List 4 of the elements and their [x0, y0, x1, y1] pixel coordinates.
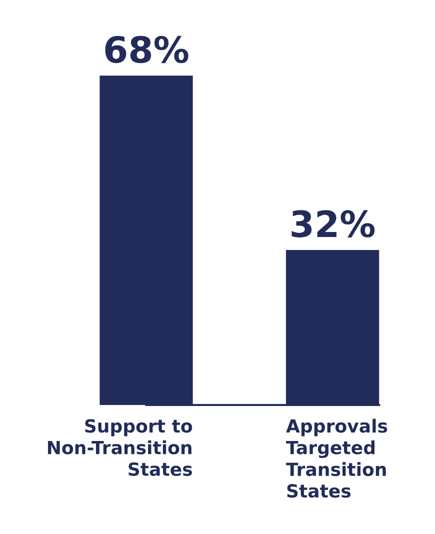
x-tick-label: Support to Non-Transition States — [48, 419, 192, 476]
data-label: 68% — [105, 36, 188, 64]
x-tick-label: Approvals Targeted Transition States — [286, 418, 388, 498]
data-label: 32% — [292, 210, 375, 238]
